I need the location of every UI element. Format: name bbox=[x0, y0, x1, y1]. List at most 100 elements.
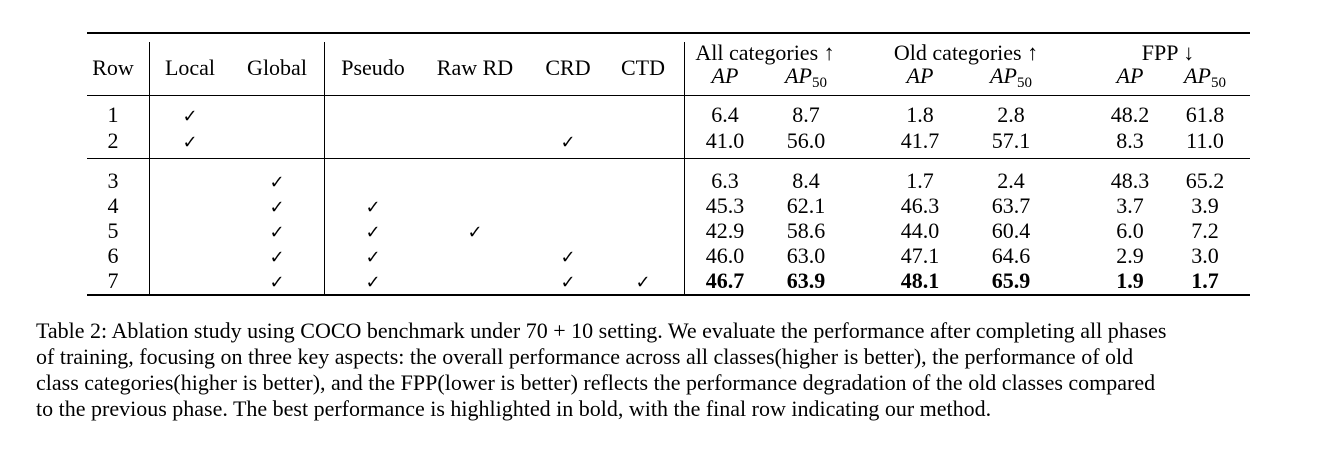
ap-subscript: 50 bbox=[1210, 75, 1226, 91]
table-cell: 63.9 bbox=[786, 268, 826, 293]
table-cell: 8.7 bbox=[792, 102, 820, 127]
table-cell: 7.2 bbox=[1191, 218, 1219, 243]
check-mark-crd: ✓ bbox=[560, 247, 576, 268]
table-cell: 46.7 bbox=[705, 268, 745, 293]
header-fpp: FPP ↓ bbox=[1141, 40, 1195, 65]
caption-line: Table 2: Ablation study using COCO bench… bbox=[36, 318, 1167, 343]
table-cell: 48.1 bbox=[900, 268, 940, 293]
table-cell: 48.2 bbox=[1110, 102, 1150, 127]
caption-line: class categories(higher is better), and … bbox=[36, 370, 1156, 395]
table-cell: 11.0 bbox=[1186, 128, 1224, 153]
ap-symbol: AP bbox=[1184, 63, 1211, 88]
table-cell: 64.6 bbox=[991, 243, 1031, 268]
caption-line: of training, focusing on three key aspec… bbox=[36, 344, 1134, 369]
table-cell: 6.0 bbox=[1116, 218, 1144, 243]
table-cell: 6.4 bbox=[711, 102, 739, 127]
header-row: Row bbox=[92, 55, 134, 80]
check-mark-global: ✓ bbox=[269, 197, 285, 218]
check-mark-global: ✓ bbox=[269, 247, 285, 268]
top-rule bbox=[87, 32, 1250, 34]
header-local: Local bbox=[164, 55, 216, 80]
row-number: 2 bbox=[107, 128, 119, 153]
ap-symbol: AP bbox=[990, 63, 1017, 88]
header-global: Global bbox=[247, 55, 307, 80]
ap-subscript: 50 bbox=[1016, 75, 1032, 91]
table-cell: 56.0 bbox=[786, 128, 826, 153]
header-pseudo: Pseudo bbox=[341, 55, 405, 80]
table-cell: 41.7 bbox=[900, 128, 940, 153]
check-mark-crd: ✓ bbox=[560, 132, 576, 153]
row-number: 3 bbox=[107, 168, 119, 193]
header-raw-rd: Raw RD bbox=[436, 55, 514, 80]
table-cell: 61.8 bbox=[1185, 102, 1225, 127]
table-caption: Table 2: Ablation study using COCO bench… bbox=[36, 318, 1298, 422]
row-number: 7 bbox=[107, 268, 119, 293]
header-rule bbox=[87, 95, 1250, 96]
table-cell: 58.6 bbox=[786, 218, 826, 243]
check-mark-global: ✓ bbox=[269, 222, 285, 243]
header-ap: AP bbox=[712, 63, 739, 89]
table-cell: 2.4 bbox=[997, 168, 1025, 193]
table-cell: 2.9 bbox=[1116, 243, 1144, 268]
check-mark-ctd: ✓ bbox=[635, 272, 651, 293]
table-cell: 62.1 bbox=[786, 193, 826, 218]
ap-subscript: 50 bbox=[811, 75, 827, 91]
table-cell: 63.0 bbox=[786, 243, 826, 268]
row-number: 4 bbox=[107, 193, 119, 218]
table-cell: 1.7 bbox=[906, 168, 934, 193]
table-cell: 2.8 bbox=[997, 102, 1025, 127]
row-number: 5 bbox=[107, 218, 119, 243]
header-ap50: AP50 bbox=[990, 63, 1032, 92]
table-cell: 46.3 bbox=[900, 193, 940, 218]
table-cell: 47.1 bbox=[900, 243, 940, 268]
table-cell: 3.9 bbox=[1191, 193, 1219, 218]
table-cell: 8.4 bbox=[792, 168, 820, 193]
ap-symbol: AP bbox=[1116, 63, 1144, 88]
check-mark-global: ✓ bbox=[269, 172, 285, 193]
header-all-categories: All categories ↑ bbox=[695, 40, 835, 65]
table-cell: 45.3 bbox=[705, 193, 745, 218]
check-mark-global: ✓ bbox=[269, 272, 285, 293]
table-cell: 41.0 bbox=[705, 128, 745, 153]
check-mark-crd: ✓ bbox=[560, 272, 576, 293]
table-cell: 63.7 bbox=[991, 193, 1031, 218]
row-number: 6 bbox=[107, 243, 119, 268]
column-divider bbox=[324, 42, 325, 295]
table-cell: 1.7 bbox=[1191, 268, 1219, 293]
table-cell: 42.9 bbox=[705, 218, 745, 243]
ap-symbol: AP bbox=[785, 63, 812, 88]
table-cell: 1.8 bbox=[906, 102, 934, 127]
section-rule bbox=[87, 158, 1250, 159]
check-mark-raw-rd: ✓ bbox=[467, 222, 483, 243]
table-cell: 3.7 bbox=[1116, 193, 1144, 218]
header-ap: AP bbox=[907, 63, 934, 89]
column-divider bbox=[684, 42, 685, 295]
check-mark-pseudo: ✓ bbox=[365, 222, 381, 243]
caption-line: to the previous phase. The best performa… bbox=[36, 396, 992, 421]
ap-symbol: AP bbox=[906, 63, 934, 88]
header-old-categories: Old categories ↑ bbox=[893, 40, 1039, 65]
table-cell: 44.0 bbox=[900, 218, 940, 243]
table-cell: 57.1 bbox=[991, 128, 1031, 153]
header-crd: CRD bbox=[545, 55, 591, 80]
table-cell: 6.3 bbox=[711, 168, 739, 193]
header-ap50: AP50 bbox=[785, 63, 827, 92]
check-mark-pseudo: ✓ bbox=[365, 247, 381, 268]
check-mark-local: ✓ bbox=[182, 106, 198, 127]
header-ctd: CTD bbox=[621, 55, 665, 80]
table-cell: 65.9 bbox=[991, 268, 1031, 293]
table-cell: 8.3 bbox=[1116, 128, 1144, 153]
bottom-rule bbox=[87, 294, 1250, 296]
row-number: 1 bbox=[107, 102, 119, 127]
table-cell: 3.0 bbox=[1191, 243, 1219, 268]
header-ap50: AP50 bbox=[1184, 63, 1226, 92]
table-cell: 1.9 bbox=[1116, 268, 1144, 293]
table-cell: 60.4 bbox=[991, 218, 1031, 243]
table-cell: 48.3 bbox=[1110, 168, 1150, 193]
check-mark-pseudo: ✓ bbox=[365, 272, 381, 293]
check-mark-pseudo: ✓ bbox=[365, 197, 381, 218]
table-cell: 65.2 bbox=[1185, 168, 1225, 193]
check-mark-local: ✓ bbox=[182, 132, 198, 153]
header-ap: AP bbox=[1117, 63, 1144, 89]
ap-symbol: AP bbox=[711, 63, 739, 88]
